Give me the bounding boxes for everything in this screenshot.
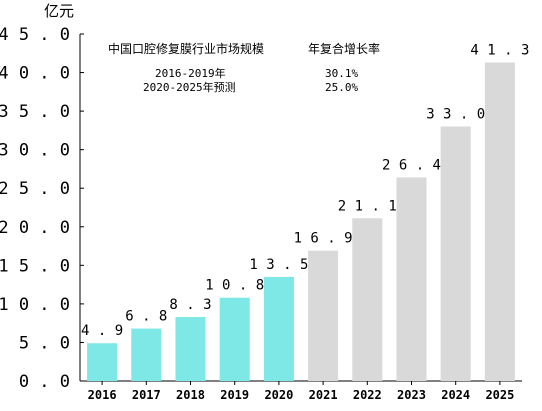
y-tick-label: 5 . 0 [19, 333, 70, 353]
data-label-2017: 6 . 8 [125, 309, 167, 325]
axes: 0 . 0 5 . 0 1 0 . 0 1 5 . 0 2 0 . 0 2 5 . 0 3 … [0, 25, 522, 402]
bar-2025 [484, 62, 515, 381]
x-tick-label-2018: 2018 [176, 388, 205, 402]
x-tick-label-2025: 2025 [485, 388, 514, 402]
y-tick-label: 4 0 . 0 [0, 64, 70, 84]
bar-2017 [131, 328, 162, 381]
bar-2018 [175, 316, 206, 381]
bar-2022 [352, 218, 383, 381]
y-tick-label: 4 5 . 0 [0, 25, 70, 45]
x-tick-label-2023: 2023 [397, 388, 426, 402]
chart-title: 中国口腔修复膜行业市场规模 [108, 41, 264, 56]
x-tick-label-2024: 2024 [441, 388, 470, 402]
bar-2021 [308, 250, 339, 381]
y-tick-label: 1 0 . 0 [0, 295, 70, 315]
x-tick-label-2021: 2021 [309, 388, 338, 402]
x-tick-label-2017: 2017 [132, 388, 161, 402]
data-label-2025: 4 1 . 3 [470, 43, 529, 59]
cagr-period-2: 2020-2025年预测 [143, 80, 236, 94]
bar-2016 [87, 343, 118, 381]
x-tick-label-2022: 2022 [353, 388, 382, 402]
x-tick-label-2020: 2020 [264, 388, 293, 402]
bars: 4 . 96 . 88 . 3 1 0 . 8 1 3 . 5 1 6 . 9 2 1 … [81, 43, 529, 382]
data-label-2019: 1 0 . 8 [205, 278, 264, 294]
bar-2024 [440, 126, 471, 382]
cagr-rate-1: 30.1% [325, 67, 358, 80]
data-label-2020: 1 3 . 5 [249, 257, 308, 273]
y-tick-label: 3 0 . 0 [0, 141, 70, 161]
data-label-2023: 2 6 . 4 [382, 157, 441, 173]
y-tick-label: 2 0 . 0 [0, 218, 70, 238]
data-label-2021: 1 6 . 9 [294, 231, 353, 247]
cagr-header: 年复合增长率 [308, 41, 380, 56]
bar-2023 [396, 177, 427, 381]
data-label-2016: 4 . 9 [81, 323, 123, 339]
data-label-2018: 8 . 3 [169, 297, 211, 313]
bar-2020 [263, 276, 294, 381]
y-tick-label: 2 5 . 0 [0, 179, 70, 199]
y-tick-label: 3 5 . 0 [0, 102, 70, 122]
y-tick-label: 0 . 0 [19, 372, 70, 392]
data-label-2024: 3 3 . 0 [426, 107, 485, 123]
y-axis-unit-label: 亿元 [44, 2, 74, 20]
cagr-period-1: 2016-2019年 [155, 66, 226, 80]
x-tick-label-2019: 2019 [220, 388, 249, 402]
x-tick-label-2016: 2016 [88, 388, 117, 402]
data-label-2022: 2 1 . 1 [338, 198, 397, 214]
bar-2019 [219, 297, 250, 381]
cagr-rate-2: 25.0% [325, 81, 358, 94]
y-tick-label: 1 5 . 0 [0, 256, 70, 276]
